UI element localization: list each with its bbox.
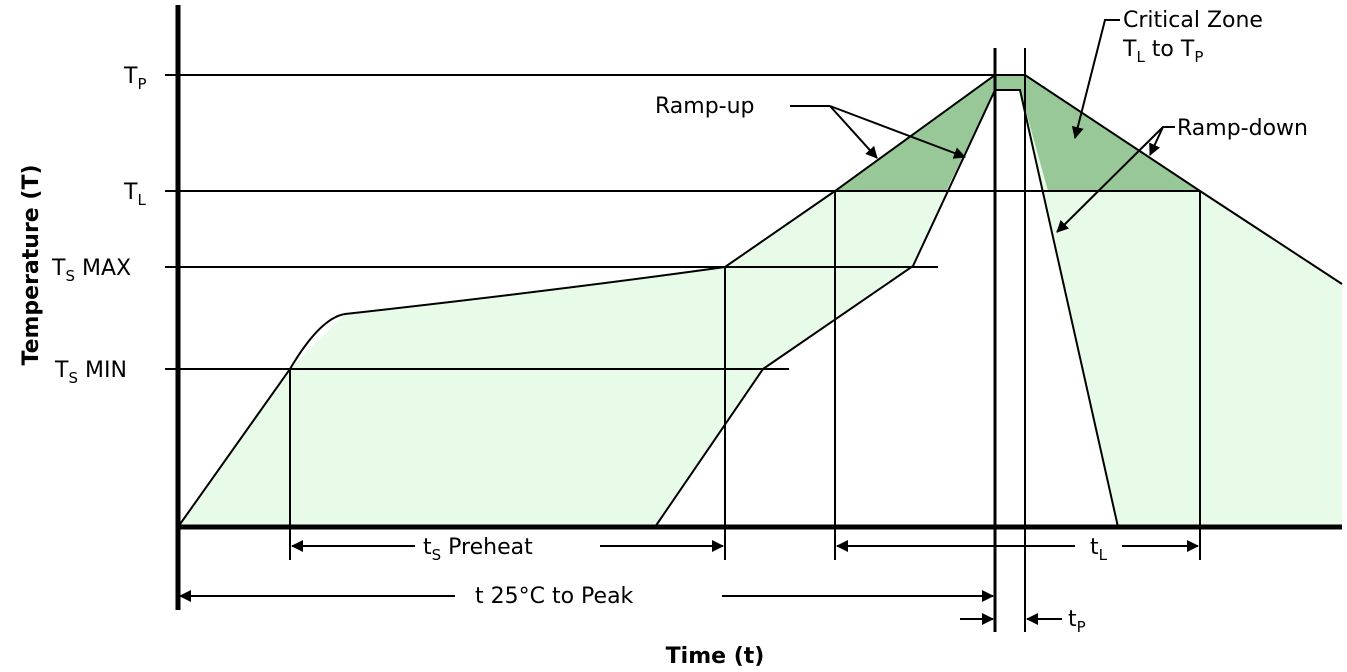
ramp-down-arrow-lower <box>1056 126 1164 233</box>
tp-label: TP <box>123 64 147 93</box>
critical-zone-fill <box>835 75 1200 191</box>
ts-min-label: TS MIN <box>54 358 127 387</box>
ts-max-label: TS MAX <box>51 256 131 285</box>
ramp-down-label: Ramp-down <box>1177 116 1308 141</box>
upper-profile-curve <box>177 74 1343 528</box>
critical-zone-label: Critical Zone <box>1123 8 1263 33</box>
critical-zone-leader <box>1071 19 1120 139</box>
ts-preheat-label: tS Preheat <box>423 535 533 564</box>
tl-duration-label: tL <box>1090 535 1108 564</box>
tp-duration-label: tP <box>1068 607 1086 636</box>
x-axis-title: Time (t) <box>666 644 765 669</box>
y-axis-title: Temperature (T) <box>19 164 44 365</box>
process-window-fill <box>178 75 1342 527</box>
t25-peak-label: t 25°C to Peak <box>475 584 634 609</box>
ramp-down-leader <box>1149 126 1175 156</box>
ramp-up-arrow-right <box>829 105 966 159</box>
tl-label: TL <box>123 180 146 209</box>
ramp-up-arrow-left <box>829 105 878 159</box>
critical-zone-range-label: TL to TP <box>1122 37 1203 66</box>
ramp-up-label: Ramp-up <box>655 94 755 119</box>
lower-profile-curve <box>654 89 1119 528</box>
